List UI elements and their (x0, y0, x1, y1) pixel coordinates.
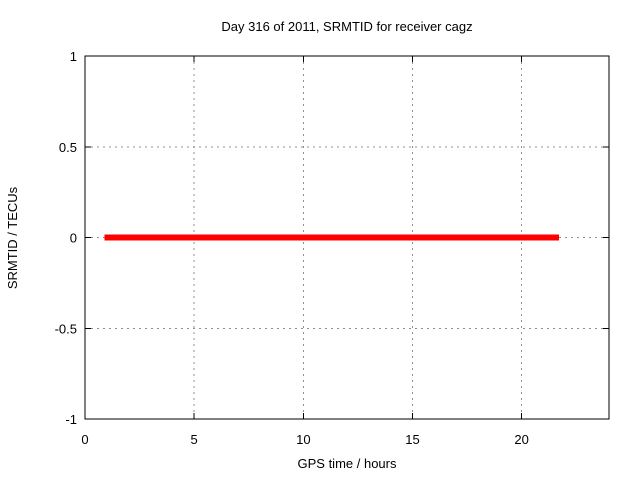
x-tick-label: 10 (296, 432, 310, 447)
x-tick-label: 20 (514, 432, 528, 447)
y-tick-label: -1 (65, 412, 77, 427)
x-axis-label: GPS time / hours (298, 456, 397, 471)
y-tick-label: 1 (70, 49, 77, 64)
x-tick-label: 15 (405, 432, 419, 447)
y-tick-label: 0 (70, 231, 77, 246)
y-axis-label: SRMTID / TECUs (5, 186, 20, 289)
y-tick-label: -0.5 (55, 321, 77, 336)
plot-border (84, 55, 610, 420)
plot-layer: 0 5 10 15 20 1 0.5 0 -0.5 -1 (55, 49, 610, 447)
y-tick-label: 0.5 (59, 140, 77, 155)
x-tick-label: 0 (81, 432, 88, 447)
chart-title: Day 316 of 2011, SRMTID for receiver cag… (221, 19, 472, 34)
x-tick-label: 5 (191, 432, 198, 447)
